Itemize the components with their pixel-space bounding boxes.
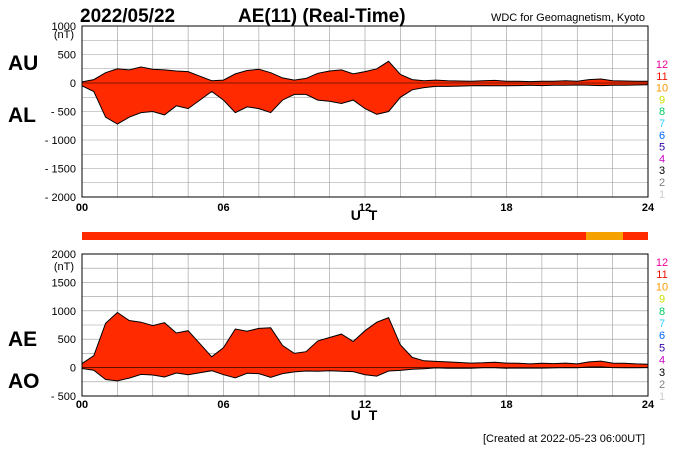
- station-scale-label: 6: [659, 330, 665, 342]
- area-fill-au-al: [82, 61, 648, 124]
- station-scale-label: 4: [659, 355, 665, 367]
- x-tick-label: 18: [500, 202, 512, 214]
- station-scale-label: 5: [659, 142, 665, 154]
- y-tick-label: - 500: [51, 391, 76, 403]
- y-tick-label: 2000: [52, 249, 76, 261]
- station-scale-label: 6: [659, 130, 665, 142]
- station-scale-label: 2: [659, 177, 665, 189]
- y-tick-label: - 2000: [45, 192, 76, 204]
- x-tick-label: 00: [76, 202, 88, 214]
- station-scale-label: 7: [659, 318, 665, 330]
- x-tick-label: 00: [76, 399, 88, 411]
- station-scale-label: 2: [659, 379, 665, 391]
- x-tick-label: 06: [217, 399, 229, 411]
- series-label-ae: AE: [8, 328, 37, 351]
- x-tick-label: 12: [359, 202, 371, 214]
- station-scale-label: 9: [659, 94, 665, 106]
- station-count-bar-segment: [586, 232, 623, 240]
- y-tick-label: - 500: [51, 107, 76, 119]
- station-scale-label: 5: [659, 342, 665, 354]
- date-label: 2022/05/22: [80, 6, 175, 27]
- station-scale-label: 8: [659, 106, 665, 118]
- y-tick-label: 500: [58, 334, 76, 346]
- y-axis-unit: (nT): [54, 261, 74, 273]
- y-tick-label: 0: [70, 78, 76, 90]
- series-label-al: AL: [8, 104, 36, 127]
- station-scale-label: 11: [656, 269, 667, 281]
- series-line-al: [81, 84, 649, 125]
- station-scale-label: 4: [659, 153, 665, 165]
- area-fill-ae-ao: [82, 312, 648, 381]
- y-tick-label: 0: [70, 363, 76, 375]
- station-scale-label: 10: [656, 281, 668, 293]
- y-tick-label: 1000: [52, 21, 76, 33]
- y-tick-label: 1000: [52, 306, 76, 318]
- x-axis-label: U T: [351, 407, 380, 423]
- series-line-ae: [81, 311, 649, 365]
- station-count-bar: [82, 232, 648, 240]
- y-tick-label: - 1500: [45, 164, 76, 176]
- station-scale-label: 3: [659, 367, 665, 379]
- station-scale-label: 8: [659, 306, 665, 318]
- x-tick-label: 18: [500, 399, 512, 411]
- plot-frame: [81, 253, 649, 397]
- station-scale-label: 9: [659, 294, 665, 306]
- y-tick-label: 1500: [52, 277, 76, 289]
- series-label-au: AU: [8, 52, 38, 75]
- station-scale-label: 1: [659, 391, 665, 403]
- station-scale-label: 7: [659, 118, 665, 130]
- y-axis-unit: (nT): [54, 29, 74, 41]
- x-tick-label: 06: [217, 202, 229, 214]
- x-axis-label: U T: [351, 207, 380, 223]
- created-timestamp: [Created at 2022-05-23 06:00UT]: [483, 433, 645, 445]
- plot-frame: [81, 25, 649, 198]
- chart-title: AE(11) (Real-Time): [238, 6, 406, 27]
- station-scale-label: 3: [659, 165, 665, 177]
- y-tick-label: 500: [58, 50, 76, 62]
- series-line-au: [81, 60, 648, 83]
- station-scale-label: 11: [656, 71, 667, 83]
- x-tick-label: 12: [359, 399, 371, 411]
- station-scale-label: 10: [656, 83, 668, 95]
- station-scale-label: 1: [659, 189, 665, 201]
- station-scale-label: 12: [656, 257, 668, 269]
- data-source-label: WDC for Geomagnetism, Kyoto: [491, 12, 645, 24]
- station-scale-label: 12: [656, 59, 668, 71]
- y-tick-label: - 1000: [45, 135, 76, 147]
- x-tick-label: 24: [642, 399, 655, 411]
- series-label-ao: AO: [8, 370, 40, 393]
- x-tick-label: 24: [642, 202, 655, 214]
